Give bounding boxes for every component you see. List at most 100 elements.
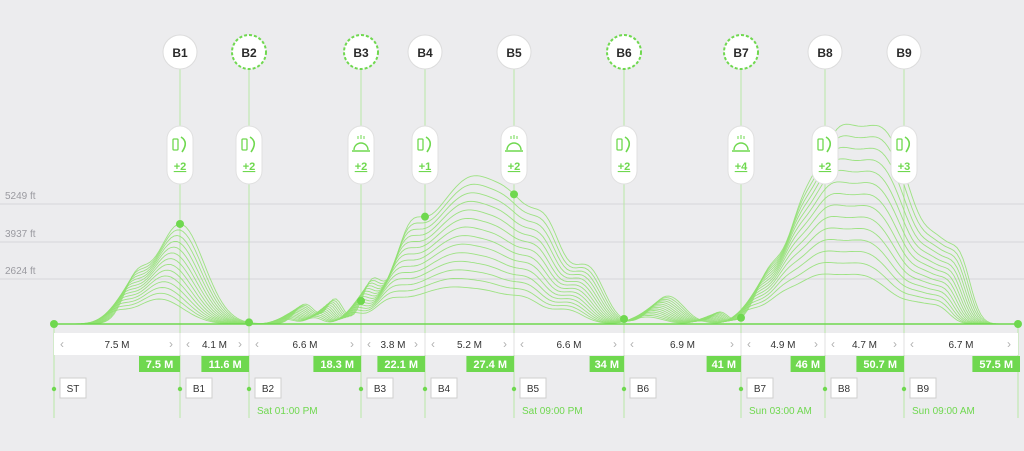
segment-next-arrow[interactable]: › bbox=[730, 337, 734, 351]
bottom-marker-b3[interactable]: B3 bbox=[366, 377, 394, 399]
bottom-marker-st[interactable]: ST bbox=[59, 377, 87, 399]
bottom-marker-b8[interactable]: B8 bbox=[830, 377, 858, 399]
bottom-marker-b5[interactable]: B5 bbox=[519, 377, 547, 399]
station-badge-b4[interactable]: B4 bbox=[407, 34, 443, 70]
elevation-label: 2624 ft bbox=[5, 266, 36, 277]
marker-dot bbox=[822, 386, 828, 392]
elevation-label: 3937 ft bbox=[5, 229, 36, 240]
bottom-marker-b9[interactable]: B9 bbox=[909, 377, 937, 399]
station-badge-b9[interactable]: B9 bbox=[886, 34, 922, 70]
station-elevation-dot bbox=[620, 314, 628, 323]
marker-dot bbox=[621, 386, 627, 392]
bottom-marker-label: ST bbox=[67, 384, 80, 395]
station-elevation-dot bbox=[421, 212, 429, 221]
station-badge-label: B1 bbox=[172, 46, 188, 60]
bottom-marker-b4[interactable]: B4 bbox=[430, 377, 458, 399]
segment-prev-arrow[interactable]: ‹ bbox=[60, 337, 64, 351]
segment-prev-arrow[interactable]: ‹ bbox=[431, 337, 435, 351]
segment-prev-arrow[interactable]: ‹ bbox=[630, 337, 634, 351]
segment-prev-arrow[interactable]: ‹ bbox=[910, 337, 914, 351]
segment-next-arrow[interactable]: › bbox=[1007, 337, 1011, 351]
segment-cell[interactable]: ‹ › 4.9 M bbox=[747, 337, 818, 351]
bottom-marker-b1[interactable]: B1 bbox=[185, 377, 213, 399]
cumulative-distance-label: 57.5 M bbox=[979, 359, 1013, 371]
segment-next-arrow[interactable]: › bbox=[350, 337, 354, 351]
segment-cell[interactable]: ‹ › 4.7 M bbox=[831, 337, 897, 351]
cumulative-distance-badge bbox=[856, 356, 904, 372]
segment-cell[interactable]: ‹ › 6.7 M bbox=[910, 337, 1011, 351]
bottom-marker-label: B4 bbox=[438, 384, 451, 395]
segment-next-arrow[interactable]: › bbox=[238, 337, 242, 351]
segment-next-arrow[interactable]: › bbox=[613, 337, 617, 351]
amenity-count: +2 bbox=[508, 161, 521, 173]
segment-prev-arrow[interactable]: ‹ bbox=[520, 337, 524, 351]
segment-prev-arrow[interactable]: ‹ bbox=[186, 337, 190, 351]
bottom-marker-box bbox=[366, 377, 394, 399]
station-badge-b1[interactable]: B1 bbox=[162, 34, 198, 70]
segment-prev-arrow[interactable]: ‹ bbox=[831, 337, 835, 351]
segment-cell[interactable]: ‹ › 6.9 M bbox=[630, 337, 734, 351]
bottom-marker-box bbox=[430, 377, 458, 399]
amenity-pill[interactable]: +2 bbox=[235, 125, 263, 185]
station-badge-b8[interactable]: B8 bbox=[807, 34, 843, 70]
station-badge-label: B9 bbox=[896, 46, 912, 60]
segment-prev-arrow[interactable]: ‹ bbox=[367, 337, 371, 351]
segment-cell[interactable]: ‹ › 6.6 M bbox=[520, 337, 617, 351]
bottom-marker-label: B6 bbox=[637, 384, 650, 395]
amenity-pill[interactable]: +4 bbox=[727, 125, 755, 185]
amenity-pill[interactable]: +2 bbox=[610, 125, 638, 185]
segment-cell[interactable]: ‹ › 3.8 M bbox=[367, 337, 418, 351]
profile-line bbox=[54, 262, 1017, 325]
segment-next-arrow[interactable]: › bbox=[503, 337, 507, 351]
station-badge-ring bbox=[606, 34, 642, 70]
station-badge-b6[interactable]: B6 bbox=[606, 34, 642, 70]
segment-cell[interactable]: ‹ › 4.1 M bbox=[186, 337, 242, 351]
amenity-pill[interactable]: +2 bbox=[500, 125, 528, 185]
amenity-pill[interactable]: +2 bbox=[811, 125, 839, 185]
marker-dot bbox=[901, 386, 907, 392]
bottom-marker-label: B9 bbox=[917, 384, 930, 395]
cumulative-distance-badge bbox=[972, 356, 1020, 372]
amenity-pill[interactable]: +2 bbox=[347, 125, 375, 185]
bottom-marker-b7[interactable]: B7 bbox=[746, 377, 774, 399]
elevation-label: 5249 ft bbox=[5, 191, 36, 202]
bottom-marker-box bbox=[629, 377, 657, 399]
segment-cell[interactable]: ‹ › 5.2 M bbox=[431, 337, 507, 351]
start-dot bbox=[50, 320, 58, 328]
station-badge-b5[interactable]: B5 bbox=[496, 34, 532, 70]
segment-next-arrow[interactable]: › bbox=[893, 337, 897, 351]
cumulative-distance-badge bbox=[139, 356, 180, 372]
bottom-marker-label: B1 bbox=[193, 384, 206, 395]
segment-cell[interactable]: ‹ › 7.5 M bbox=[60, 337, 173, 351]
marker-dot bbox=[511, 386, 517, 392]
bottom-marker-label: B3 bbox=[374, 384, 387, 395]
segment-prev-arrow[interactable]: ‹ bbox=[255, 337, 259, 351]
profile-line bbox=[54, 192, 1017, 325]
station-badge-b7[interactable]: B7 bbox=[723, 34, 759, 70]
bottom-marker-b2[interactable]: B2 bbox=[254, 377, 282, 399]
segment-next-arrow[interactable]: › bbox=[814, 337, 818, 351]
eta-time-label: Sat 01:00 PM bbox=[257, 406, 318, 417]
amenity-pill[interactable]: +2 bbox=[166, 125, 194, 185]
cumulative-distance-badge bbox=[706, 356, 741, 372]
marker-dot bbox=[246, 386, 252, 392]
amenity-pill-bg bbox=[727, 125, 755, 185]
station-elevation-dot bbox=[510, 190, 518, 199]
marker-dot bbox=[422, 386, 428, 392]
amenity-count: +2 bbox=[819, 161, 832, 173]
segment-next-arrow[interactable]: › bbox=[414, 337, 418, 351]
station-badge-b3[interactable]: B3 bbox=[343, 34, 379, 70]
station-badge-b2[interactable]: B2 bbox=[231, 34, 267, 70]
drink-snack-icon bbox=[616, 136, 631, 153]
segment-next-arrow[interactable]: › bbox=[169, 337, 173, 351]
segment-prev-arrow[interactable]: ‹ bbox=[747, 337, 751, 351]
cumulative-distance-badge bbox=[313, 356, 361, 372]
amenity-pill[interactable]: +3 bbox=[890, 125, 918, 185]
marker-dot bbox=[51, 386, 57, 392]
segment-cell[interactable]: ‹ › 6.6 M bbox=[255, 337, 354, 351]
amenity-pill[interactable]: +1 bbox=[411, 125, 439, 185]
profile-line bbox=[54, 204, 1017, 325]
bottom-marker-b6[interactable]: B6 bbox=[629, 377, 657, 399]
profile-line bbox=[54, 273, 1017, 325]
bottom-marker-box bbox=[519, 377, 547, 399]
